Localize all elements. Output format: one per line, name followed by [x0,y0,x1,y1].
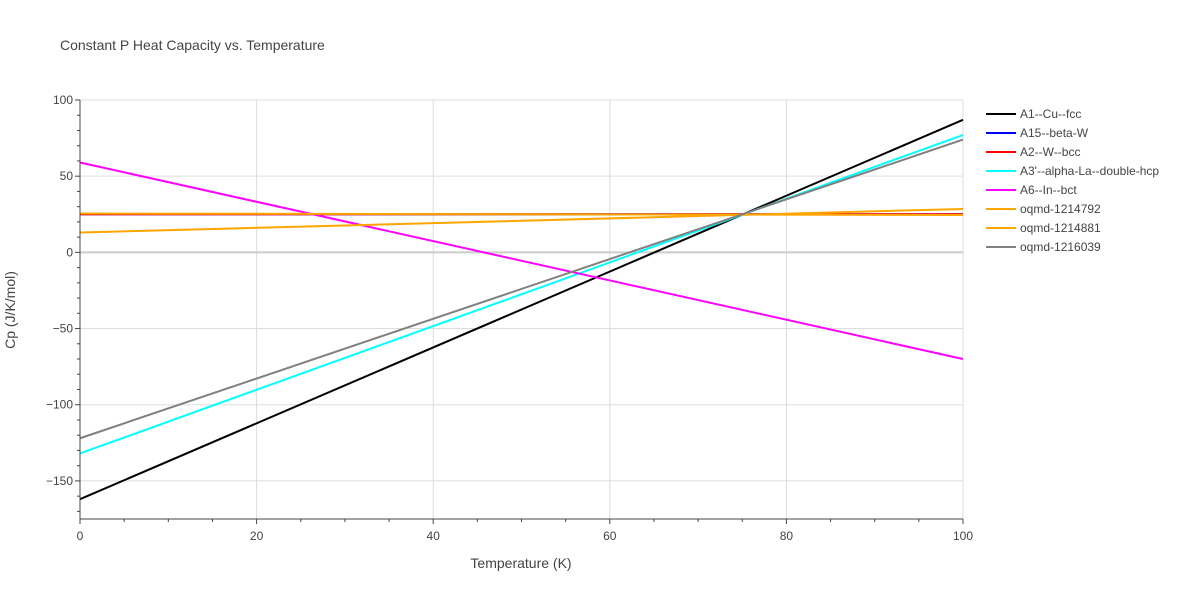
series-line [79,138,964,440]
x-tick-label: 60 [603,529,617,543]
y-tick-label: 0 [66,245,73,259]
series-line [79,118,964,501]
legend-item[interactable]: oqmd-1214792 [986,202,1101,216]
legend-item[interactable]: A2--W--bcc [986,145,1080,159]
x-tick-label: 100 [953,529,973,543]
y-tick-label: −50 [53,322,74,336]
legend[interactable]: A1--Cu--fcc A15--beta-W A2--W--bcc A3'--alp… [986,107,1159,254]
series-lines [79,118,964,501]
axes: 0 20 40 60 80 100 −150 −100 −50 0 50 100 [46,93,973,543]
x-tick-label: 80 [780,529,794,543]
legend-label: A6--In--bct [1020,183,1077,197]
series-line [79,212,964,217]
x-tick-label: 20 [250,529,264,543]
legend-item[interactable]: oqmd-1216039 [986,240,1101,254]
series-line [79,134,964,455]
x-tick-label: 0 [77,529,84,543]
legend-label: A15--beta-W [1020,126,1089,140]
legend-label: oqmd-1214792 [1020,202,1101,216]
legend-item[interactable]: A6--In--bct [986,183,1077,197]
grid [80,99,964,519]
legend-label: A2--W--bcc [1020,145,1080,159]
series-line [79,207,964,234]
y-axis-label: Cp (J/K/mol) [2,271,18,349]
x-tick-label: 40 [427,529,441,543]
legend-label: oqmd-1216039 [1020,240,1101,254]
legend-item[interactable]: oqmd-1214881 [986,221,1101,235]
chart-title: Constant P Heat Capacity vs. Temperature [60,37,325,53]
legend-label: A3'--alpha-La--double-hcp [1020,164,1159,178]
y-tick-label: −150 [46,474,73,488]
legend-item[interactable]: A1--Cu--fcc [986,107,1081,121]
legend-item[interactable]: A15--beta-W [986,126,1089,140]
y-tick-label: 50 [60,169,74,183]
legend-label: A1--Cu--fcc [1020,107,1081,121]
legend-label: oqmd-1214881 [1020,221,1101,235]
x-axis-label: Temperature (K) [470,555,571,571]
series-line [79,161,964,360]
legend-item[interactable]: A3'--alpha-La--double-hcp [986,164,1159,178]
y-tick-label: −100 [46,398,73,412]
y-tick-label: 100 [53,93,73,107]
